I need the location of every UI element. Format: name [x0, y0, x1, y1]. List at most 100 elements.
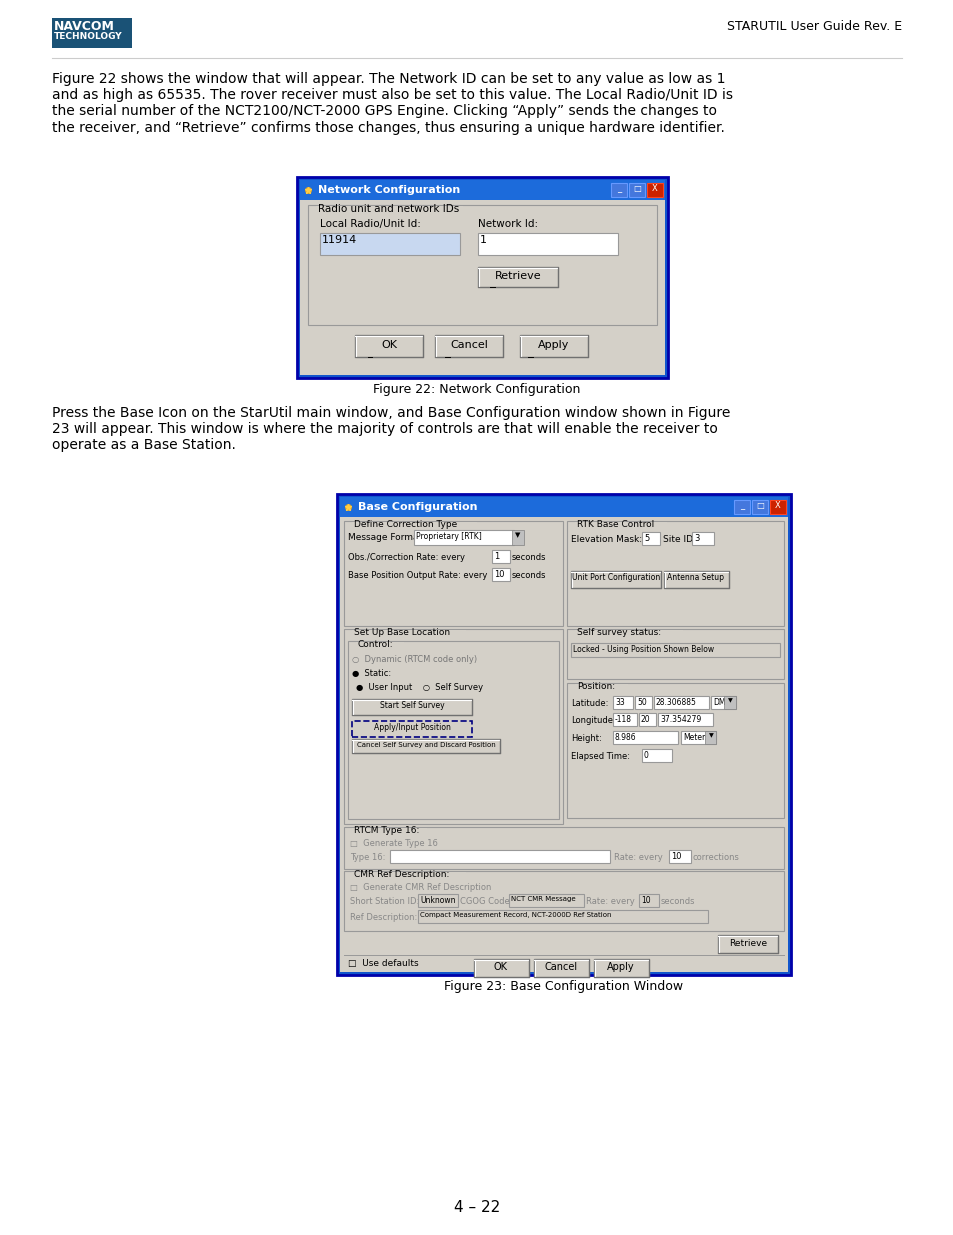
Bar	[751, 500, 767, 514]
Bar	[344, 871, 783, 931]
Text: OK: OK	[380, 340, 396, 350]
Bar	[435, 335, 502, 357]
Text: Set Up Base Location: Set Up Base Location	[354, 629, 450, 637]
Text: Message Format:: Message Format:	[348, 534, 424, 542]
Text: 8.986: 8.986	[615, 734, 636, 742]
Bar	[575, 522, 666, 530]
Text: Base Position Output Rate: every: Base Position Output Rate: every	[348, 571, 487, 580]
Text: Locked - Using Position Shown Below: Locked - Using Position Shown Below	[573, 645, 714, 655]
Text: 1: 1	[479, 235, 486, 245]
Bar	[308, 205, 657, 325]
Bar	[680, 731, 716, 743]
Bar	[628, 183, 644, 198]
Text: Unit Port Configuration: Unit Port Configuration	[571, 573, 659, 583]
Bar	[512, 530, 523, 545]
Text: Obs./Correction Rate: every: Obs./Correction Rate: every	[348, 553, 464, 562]
Bar	[299, 180, 664, 200]
Bar	[352, 522, 476, 530]
Bar	[477, 267, 558, 287]
Bar	[352, 827, 427, 836]
Text: _: _	[740, 501, 743, 510]
Text: Proprietary [RTK]: Proprietary [RTK]	[416, 532, 481, 541]
Text: Meters: Meters	[682, 734, 708, 742]
Bar	[534, 960, 588, 977]
Text: STARUTIL User Guide Rev. E: STARUTIL User Guide Rev. E	[726, 20, 901, 33]
Bar	[52, 19, 132, 48]
Text: ▼: ▼	[708, 734, 713, 739]
Text: Position:: Position:	[577, 682, 615, 692]
Bar	[575, 684, 628, 692]
Text: □: □	[756, 501, 763, 510]
Bar	[613, 713, 637, 726]
Bar	[613, 731, 678, 743]
Text: 3: 3	[693, 534, 699, 543]
Text: Elevation Mask:: Elevation Mask:	[571, 535, 641, 543]
Text: 50: 50	[637, 698, 646, 706]
Text: 10: 10	[640, 897, 650, 905]
Text: 20: 20	[640, 715, 650, 724]
Bar	[348, 641, 558, 819]
Bar	[639, 713, 656, 726]
Bar	[339, 496, 787, 517]
Bar	[352, 872, 465, 881]
Bar	[641, 748, 671, 762]
Bar	[566, 629, 783, 679]
Text: OK: OK	[494, 962, 507, 972]
Text: □: □	[633, 184, 640, 193]
Bar	[571, 571, 660, 588]
Bar	[492, 568, 510, 580]
Text: NAVCOM: NAVCOM	[54, 20, 114, 33]
Text: 33: 33	[615, 698, 624, 706]
Bar	[417, 894, 457, 906]
Text: RTCM Type 16:: RTCM Type 16:	[354, 826, 419, 835]
Bar	[571, 643, 780, 657]
Bar	[610, 183, 626, 198]
Text: Rate: every: Rate: every	[614, 853, 662, 862]
Text: Longitude:: Longitude:	[571, 716, 615, 725]
Text: seconds: seconds	[512, 571, 546, 580]
Text: Local Radio/Unit Id:: Local Radio/Unit Id:	[319, 219, 420, 228]
Bar	[641, 532, 659, 545]
Text: RTK Base Control: RTK Base Control	[577, 520, 654, 529]
Text: Figure 22: Network Configuration: Figure 22: Network Configuration	[373, 383, 580, 396]
Text: Compact Measurement Record, NCT-2000D Ref Station: Compact Measurement Record, NCT-2000D Re…	[419, 911, 611, 918]
Text: ○  Dynamic (RTCM code only): ○ Dynamic (RTCM code only)	[352, 655, 476, 664]
Text: _: _	[617, 184, 620, 193]
Bar	[635, 697, 651, 709]
Bar	[668, 850, 690, 863]
Text: corrections: corrections	[692, 853, 740, 862]
Text: X: X	[652, 184, 658, 193]
Text: -118: -118	[615, 715, 631, 724]
Bar	[566, 521, 783, 626]
Text: CMR Ref Description:: CMR Ref Description:	[354, 869, 449, 879]
Text: Start Self Survey: Start Self Survey	[379, 701, 444, 710]
Bar	[519, 335, 587, 357]
Bar	[336, 494, 790, 974]
Bar	[566, 683, 783, 818]
Bar	[769, 500, 785, 514]
Bar	[477, 233, 618, 254]
Text: Apply/Input Position: Apply/Input Position	[374, 724, 450, 732]
Text: TECHNOLOGY: TECHNOLOGY	[54, 32, 123, 41]
Text: Figure 23: Base Configuration Window: Figure 23: Base Configuration Window	[444, 981, 683, 993]
Text: 11914: 11914	[322, 235, 356, 245]
Bar	[691, 532, 713, 545]
Bar	[575, 630, 682, 638]
Text: Retrieve: Retrieve	[728, 939, 766, 947]
Bar	[654, 697, 708, 709]
Bar	[319, 233, 459, 254]
Text: Network Id:: Network Id:	[477, 219, 537, 228]
Bar	[646, 183, 662, 198]
Text: 4 – 22: 4 – 22	[454, 1200, 499, 1215]
Text: Elapsed Time:: Elapsed Time:	[571, 752, 629, 761]
Bar	[718, 935, 778, 953]
Text: Define Correction Type: Define Correction Type	[354, 520, 456, 529]
Bar	[315, 206, 462, 214]
Bar	[344, 827, 783, 869]
Bar	[723, 697, 735, 709]
Bar	[663, 571, 728, 588]
Bar	[414, 530, 514, 545]
Bar	[352, 630, 465, 638]
Text: Apply: Apply	[537, 340, 569, 350]
Bar	[613, 697, 633, 709]
